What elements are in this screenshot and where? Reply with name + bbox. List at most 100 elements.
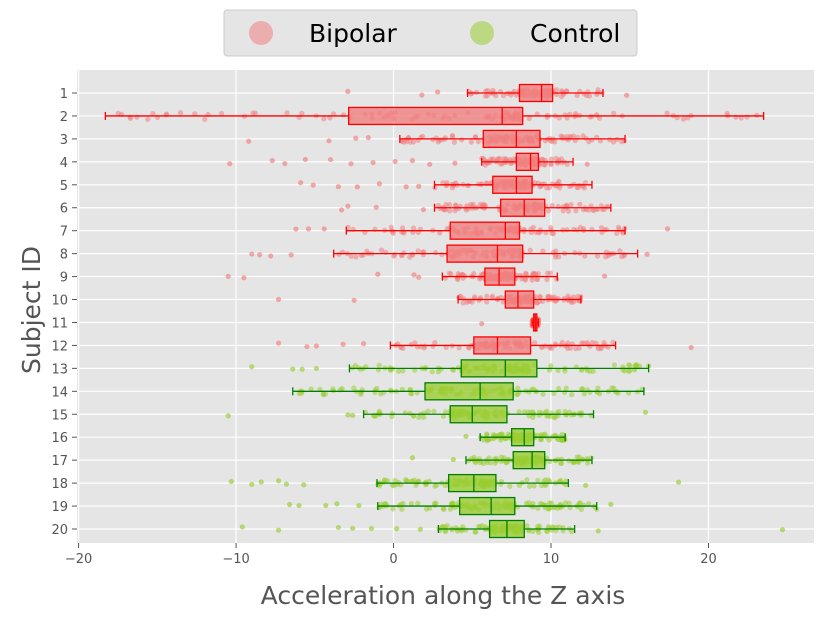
outlier-point: [411, 272, 417, 278]
strip-point: [127, 115, 134, 121]
strip-point: [376, 408, 382, 414]
strip-point: [537, 501, 544, 507]
outlier-point: [326, 138, 332, 144]
strip-point: [685, 115, 691, 121]
strip-point: [464, 299, 470, 305]
outlier-point: [345, 203, 351, 209]
outlier-point: [642, 409, 649, 415]
box-iqr: [459, 496, 516, 516]
outlier-point: [345, 412, 351, 418]
y-tick-label: 19: [51, 500, 68, 515]
outlier-point: [302, 156, 308, 163]
strip-point: [475, 139, 481, 145]
strip-point: [535, 477, 541, 483]
strip-point: [476, 276, 483, 282]
strip-point: [449, 134, 456, 140]
strip-point: [415, 248, 421, 254]
strip-point: [433, 500, 439, 506]
y-tick-label: 13: [51, 362, 68, 377]
strip-point: [546, 437, 552, 443]
strip-point: [568, 201, 574, 208]
strip-point: [540, 391, 546, 397]
box-iqr: [449, 221, 521, 240]
outlier-point: [664, 226, 671, 232]
strip-point: [744, 114, 750, 120]
y-tick-label: 10: [51, 294, 68, 309]
strip-point: [603, 254, 609, 260]
strip-point: [535, 276, 541, 282]
strip-point: [390, 230, 396, 236]
strip-point: [610, 339, 616, 345]
box-iqr: [348, 106, 524, 126]
strip-point: [440, 413, 446, 419]
y-tick-label: 16: [51, 431, 68, 446]
strip-point: [527, 247, 533, 253]
strip-point: [547, 343, 553, 350]
strip-point: [391, 253, 397, 259]
outlier-point: [249, 251, 255, 257]
strip-point: [412, 340, 418, 346]
strip-point: [579, 386, 585, 392]
strip-point: [570, 294, 577, 300]
outlier-point: [375, 271, 381, 277]
y-tick-label: 1: [60, 87, 68, 102]
strip-point: [579, 340, 585, 346]
strip-point: [680, 116, 687, 122]
legend-frame: [223, 9, 638, 57]
outlier-point: [335, 184, 342, 190]
outlier-point: [624, 92, 630, 98]
strip-point: [572, 250, 578, 256]
strip-point: [435, 202, 441, 209]
box-iqr: [484, 267, 516, 286]
y-tick-label: 9: [60, 271, 68, 286]
strip-point: [466, 345, 472, 351]
outlier-point: [417, 526, 423, 532]
strip-point: [531, 483, 537, 489]
outlier-point: [353, 135, 359, 141]
strip-point: [560, 227, 566, 233]
strip-point: [621, 251, 628, 258]
outlier-point: [675, 479, 682, 485]
outlier-point: [299, 366, 305, 372]
outlier-point: [257, 252, 263, 258]
legend-marker-control: [470, 21, 494, 45]
boxes: [104, 83, 765, 539]
outlier-point: [601, 273, 608, 279]
strip-point: [553, 87, 560, 93]
strip-point: [400, 368, 406, 374]
strip-point: [399, 225, 406, 231]
outlier-point: [595, 528, 601, 534]
box-iqr: [512, 451, 546, 470]
strip-point: [389, 413, 395, 420]
outlier-point: [419, 92, 425, 98]
strip-point: [507, 483, 513, 489]
outlier-point: [304, 344, 310, 350]
strip-point: [565, 293, 571, 299]
strip-point: [519, 276, 525, 282]
strip-point: [570, 133, 577, 139]
strip-point: [626, 362, 632, 368]
box-iqr: [492, 175, 533, 194]
strip-point: [605, 204, 611, 210]
strip-point: [459, 137, 465, 143]
outlier-point: [351, 297, 357, 303]
strip-point: [546, 185, 553, 191]
box-iqr: [518, 83, 554, 103]
strip-point: [435, 139, 441, 145]
strip-point: [392, 477, 398, 484]
strip-point: [377, 481, 383, 487]
plot-background: [77, 70, 814, 543]
strip-point: [560, 208, 566, 214]
outlier-point: [608, 501, 614, 507]
strip-point: [573, 346, 579, 352]
strip-point: [447, 208, 453, 214]
strip-point: [317, 386, 323, 392]
strip-point: [408, 501, 415, 507]
strip-point: [478, 458, 484, 464]
outlier-point: [409, 157, 416, 164]
strip-point: [563, 385, 569, 391]
strip-point: [455, 365, 462, 371]
strip-point: [463, 527, 469, 533]
outlier-point: [335, 524, 342, 531]
